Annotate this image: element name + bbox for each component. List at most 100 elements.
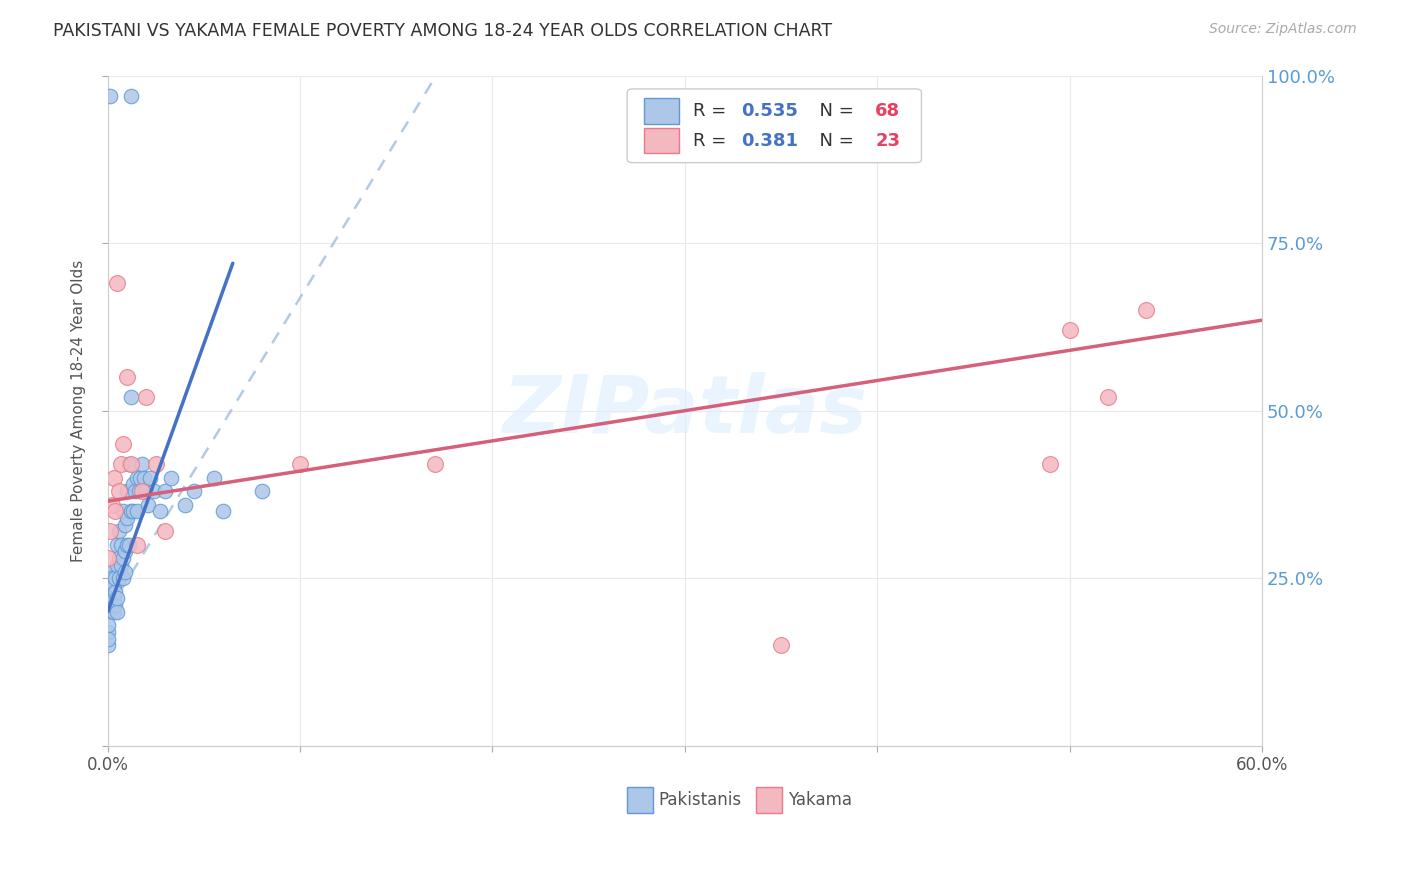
Point: [115, 538, 138, 552]
Point: [135, 484, 157, 499]
Point: [114, 517, 136, 532]
Point: [97, 578, 120, 592]
Point: [112, 551, 135, 566]
Point: [769, 638, 792, 652]
Text: Pakistanis: Pakistanis: [658, 791, 741, 809]
Point: [108, 571, 131, 585]
Point: [134, 471, 156, 485]
Point: [98, 565, 121, 579]
Point: [120, 458, 142, 472]
Point: [108, 484, 131, 499]
Point: [98, 578, 121, 592]
Point: [97, 571, 120, 585]
Text: Source: ZipAtlas.com: Source: ZipAtlas.com: [1209, 22, 1357, 37]
Point: [212, 504, 235, 518]
Text: 68: 68: [876, 102, 900, 120]
Point: [135, 390, 157, 404]
Point: [1059, 323, 1081, 337]
Point: [103, 591, 125, 606]
FancyBboxPatch shape: [627, 89, 921, 162]
Point: [98, 88, 121, 103]
FancyBboxPatch shape: [644, 128, 679, 153]
Point: [100, 584, 122, 599]
Text: ZIPatlas: ZIPatlas: [502, 372, 868, 450]
Point: [125, 538, 148, 552]
Point: [110, 538, 132, 552]
Point: [114, 565, 136, 579]
Point: [139, 471, 162, 485]
Point: [1135, 303, 1157, 318]
Point: [112, 437, 135, 451]
Point: [97, 591, 120, 606]
Point: [97, 551, 120, 566]
Point: [108, 524, 131, 539]
Point: [97, 632, 120, 646]
Point: [288, 458, 311, 472]
Point: [97, 605, 120, 619]
Y-axis label: Female Poverty Among 18-24 Year Olds: Female Poverty Among 18-24 Year Olds: [72, 260, 86, 562]
Point: [183, 484, 205, 499]
FancyBboxPatch shape: [756, 788, 782, 813]
Point: [98, 524, 121, 539]
Point: [1097, 390, 1119, 404]
Point: [100, 498, 122, 512]
Point: [98, 591, 121, 606]
Point: [97, 598, 120, 612]
Point: [129, 471, 152, 485]
Point: [118, 538, 141, 552]
Point: [105, 605, 128, 619]
Point: [103, 578, 125, 592]
FancyBboxPatch shape: [644, 98, 679, 124]
Point: [105, 558, 128, 572]
Point: [128, 484, 150, 499]
Point: [105, 277, 128, 291]
Point: [1039, 458, 1062, 472]
Point: [125, 471, 148, 485]
Point: [104, 598, 127, 612]
Point: [121, 477, 143, 491]
Point: [114, 544, 136, 558]
Point: [103, 471, 125, 485]
Text: N =: N =: [808, 131, 860, 150]
Point: [120, 504, 142, 518]
Point: [125, 504, 148, 518]
Point: [110, 558, 132, 572]
Text: Yakama: Yakama: [787, 791, 852, 809]
Point: [121, 504, 143, 518]
Text: 23: 23: [876, 131, 900, 150]
Point: [155, 524, 177, 539]
Point: [97, 638, 120, 652]
Point: [97, 624, 120, 639]
Point: [104, 571, 127, 585]
Point: [115, 370, 138, 384]
Point: [115, 511, 138, 525]
Point: [131, 484, 153, 499]
Point: [97, 584, 120, 599]
Point: [97, 618, 120, 632]
Text: 0.535: 0.535: [741, 102, 799, 120]
Text: N =: N =: [808, 102, 860, 120]
Point: [103, 605, 125, 619]
Point: [100, 571, 122, 585]
Point: [105, 538, 128, 552]
Text: R =: R =: [693, 102, 733, 120]
Text: 0.381: 0.381: [741, 131, 799, 150]
Point: [136, 498, 159, 512]
Point: [155, 484, 177, 499]
Point: [145, 458, 167, 472]
Point: [149, 504, 172, 518]
Point: [118, 458, 141, 472]
FancyBboxPatch shape: [627, 788, 652, 813]
Point: [131, 458, 153, 472]
Point: [120, 390, 142, 404]
Point: [110, 458, 132, 472]
Point: [160, 471, 183, 485]
Point: [97, 565, 120, 579]
Text: R =: R =: [693, 131, 733, 150]
Point: [142, 484, 165, 499]
Point: [104, 504, 127, 518]
Point: [112, 504, 135, 518]
Point: [423, 458, 446, 472]
Point: [105, 591, 128, 606]
Point: [104, 584, 127, 599]
